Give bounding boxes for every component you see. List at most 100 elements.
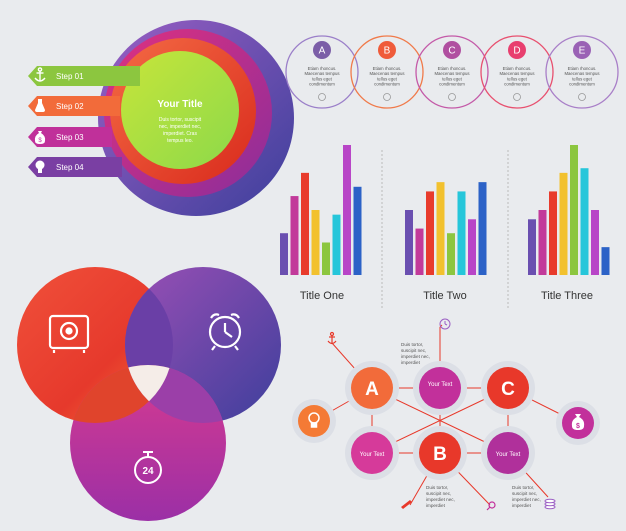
- svg-text:suscipit nec,: suscipit nec,: [401, 348, 426, 353]
- bar: [478, 182, 487, 275]
- timeline-ring: [415, 35, 489, 109]
- pencil-icon: [401, 500, 412, 509]
- steps-body-2: nec, imperdiet nec,: [159, 124, 201, 130]
- step-bar-04[interactable]: Step 04: [28, 157, 122, 177]
- step-bar-02[interactable]: Step 02: [28, 96, 120, 116]
- timeline-text: condimentum: [569, 82, 595, 87]
- money-bag-icon: [578, 93, 586, 101]
- svg-text:Duis tortor,: Duis tortor,: [426, 485, 448, 490]
- bar: [332, 214, 341, 275]
- bar: [591, 210, 599, 275]
- bar: [311, 210, 320, 275]
- node-text: Your Text: [496, 452, 521, 458]
- steps-body-3: imperdiet. Cras: [163, 131, 197, 137]
- bar: [353, 186, 362, 275]
- bar: [580, 168, 589, 275]
- bar-chart-3: [528, 145, 610, 275]
- bar-chart-2: [405, 182, 487, 275]
- bar-chart-1: [280, 145, 362, 275]
- node-a-label: A: [365, 379, 379, 400]
- chart-title-three: Title Three: [541, 290, 593, 302]
- svg-text:imperdiet nec,: imperdiet nec,: [512, 497, 541, 502]
- timeline-text: tellus eget: [442, 76, 462, 81]
- step-bar-01[interactable]: Step 01: [28, 66, 140, 86]
- node-c[interactable]: C: [487, 367, 529, 409]
- bar: [426, 191, 434, 275]
- step-label: Step 04: [56, 163, 84, 172]
- timeline-text: tellus eget: [377, 76, 397, 81]
- node-your-text-right[interactable]: Your Text: [487, 432, 529, 474]
- svg-text:Duis tortor,: Duis tortor,: [512, 485, 534, 490]
- chart-title-one: Title One: [299, 290, 345, 302]
- node-a[interactable]: A: [351, 367, 393, 409]
- timeline-text: tellus eget: [312, 76, 332, 81]
- timeline-text: tellus eget: [507, 76, 527, 81]
- bar: [280, 233, 288, 275]
- lightbulb-icon: [308, 412, 320, 428]
- svg-text:imperdiet: imperdiet: [401, 360, 421, 365]
- svg-text:suscipit nec,: suscipit nec,: [426, 491, 451, 496]
- search-icon: [486, 501, 496, 511]
- timeline-letter: B: [384, 46, 391, 57]
- bar: [447, 233, 455, 275]
- timeline-text: Etiam rhoncus.: [308, 66, 337, 71]
- bar: [322, 242, 330, 275]
- bar: [601, 247, 610, 275]
- node-b-label: B: [433, 444, 447, 465]
- stopwatch-24-icon: 24: [134, 451, 162, 484]
- svg-text:$: $: [576, 423, 580, 430]
- node-text: Your Text: [360, 452, 385, 458]
- bar: [457, 191, 466, 275]
- svg-text:imperdiet: imperdiet: [426, 503, 446, 508]
- bar: [559, 172, 568, 275]
- timeline-text: Maecenas tempus: [434, 71, 469, 76]
- alarm-clock-icon: [208, 313, 242, 351]
- step-label: Step 03: [56, 133, 84, 142]
- timeline-text: Maecenas tempus: [369, 71, 404, 76]
- bar: [570, 145, 578, 275]
- node-money-bag[interactable]: $: [562, 407, 594, 439]
- anchor-icon: [34, 67, 46, 82]
- flask-icon: [35, 99, 45, 112]
- bar: [301, 172, 309, 275]
- text-snippet-top: Duis tortor, suscipit nec, imperdiet nec…: [401, 342, 430, 365]
- coins-icon: [544, 498, 556, 510]
- timeline-text: Etiam rhoncus.: [438, 66, 467, 71]
- text-snippet-bottom-right: Duis tortor, suscipit nec, imperdiet nec…: [512, 485, 541, 508]
- stopwatch-number: 24: [142, 466, 154, 477]
- step-bar-03[interactable]: Step 03 $: [28, 127, 112, 147]
- steps-body-1: Duis tortor, suscipit: [159, 117, 202, 123]
- steps-body-4: tempus leo.: [167, 138, 193, 144]
- clock-icon: [439, 318, 451, 330]
- bar: [549, 191, 557, 275]
- node-b[interactable]: B: [419, 432, 461, 474]
- bar: [405, 210, 413, 275]
- timeline-badge: [443, 41, 461, 59]
- venn-diagram: 24: [17, 267, 281, 521]
- anchor-icon: [327, 331, 337, 345]
- node-your-text-left[interactable]: Your Text: [351, 432, 393, 474]
- timeline-letter: C: [448, 46, 455, 57]
- chart-title-two: Title Two: [423, 290, 467, 302]
- timeline-letter: E: [579, 46, 586, 57]
- safe-icon: [48, 314, 90, 353]
- timeline-text: Etiam rhoncus.: [503, 66, 532, 71]
- timeline-letter: D: [513, 46, 520, 57]
- timeline-text: condimentum: [439, 82, 465, 87]
- bar: [343, 145, 351, 275]
- money-bag-icon: $: [571, 414, 585, 430]
- node-lightbulb[interactable]: [298, 405, 330, 437]
- node-your-text-top[interactable]: Your Text: [419, 367, 461, 409]
- svg-text:imperdiet nec,: imperdiet nec,: [401, 354, 430, 359]
- node-text: Your Text: [428, 382, 453, 388]
- bar-charts: [280, 145, 610, 308]
- bar: [468, 219, 476, 275]
- bar: [415, 228, 424, 275]
- timeline-text: Maecenas tempus: [564, 71, 599, 76]
- timeline-text: tellus eget: [572, 76, 592, 81]
